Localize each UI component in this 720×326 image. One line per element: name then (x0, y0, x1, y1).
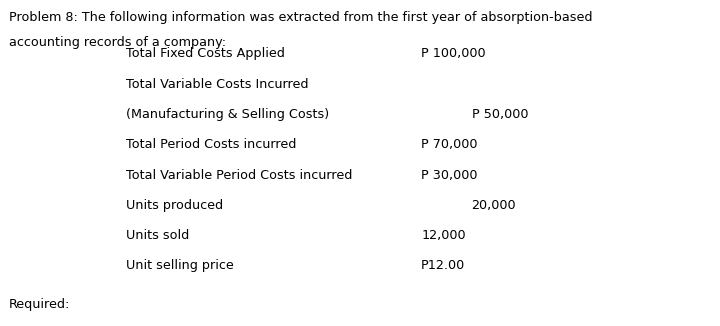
Text: Units sold: Units sold (126, 229, 189, 242)
Text: P12.00: P12.00 (421, 259, 465, 273)
Text: Total Variable Costs Incurred: Total Variable Costs Incurred (126, 78, 308, 91)
Text: P 100,000: P 100,000 (421, 47, 486, 60)
Text: Required:: Required: (9, 298, 70, 311)
Text: 12,000: 12,000 (421, 229, 466, 242)
Text: 20,000: 20,000 (472, 199, 516, 212)
Text: P 70,000: P 70,000 (421, 138, 477, 151)
Text: Unit selling price: Unit selling price (126, 259, 234, 273)
Text: Total Period Costs incurred: Total Period Costs incurred (126, 138, 297, 151)
Text: P 50,000: P 50,000 (472, 108, 528, 121)
Text: Total Fixed Costs Applied: Total Fixed Costs Applied (126, 47, 285, 60)
Text: Units produced: Units produced (126, 199, 223, 212)
Text: Problem 8: The following information was extracted from the first year of absorp: Problem 8: The following information was… (9, 11, 592, 24)
Text: accounting records of a company:: accounting records of a company: (9, 36, 226, 49)
Text: P 30,000: P 30,000 (421, 169, 477, 182)
Text: (Manufacturing & Selling Costs): (Manufacturing & Selling Costs) (126, 108, 329, 121)
Text: Total Variable Period Costs incurred: Total Variable Period Costs incurred (126, 169, 352, 182)
